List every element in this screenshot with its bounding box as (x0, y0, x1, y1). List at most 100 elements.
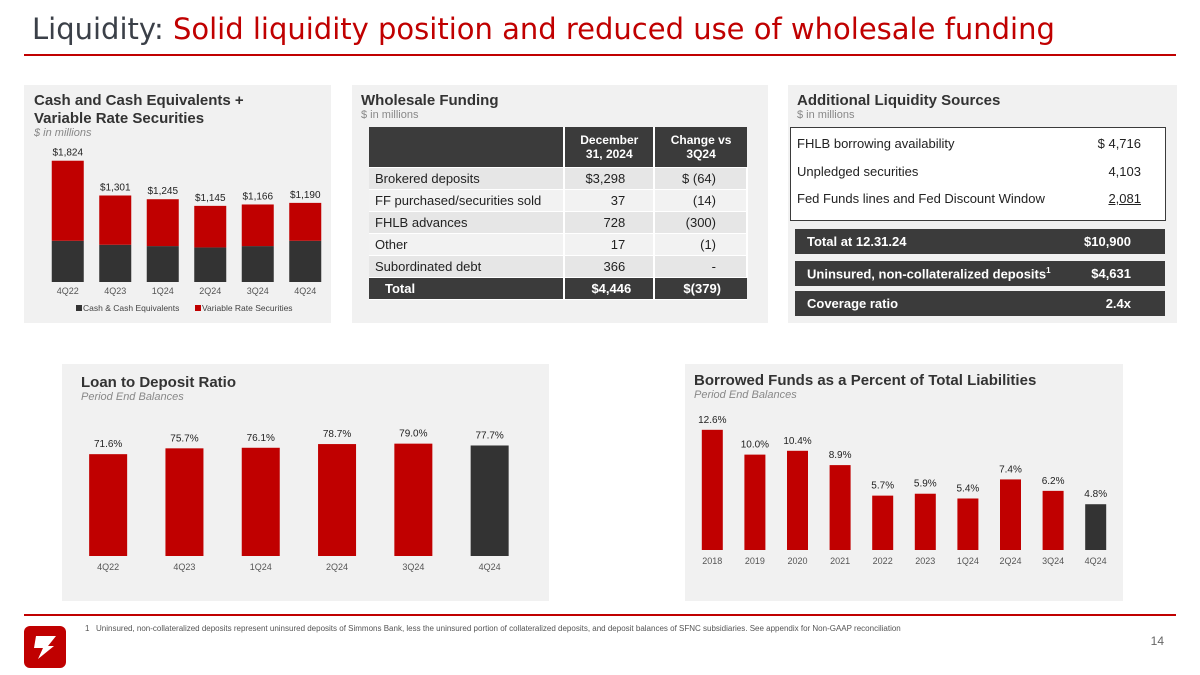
borrowed-subtitle: Period End Balances (694, 389, 797, 401)
borrowed-chart: 12.6% 2018 10.0% 2019 10.4% 2020 8.9% 2021 5.7% 2… (698, 415, 1107, 566)
bar-segment (99, 195, 132, 245)
data-label: 77.7% (475, 430, 503, 441)
bar (914, 493, 936, 550)
coverage-bar: Coverage ratio 2.4x (795, 291, 1165, 316)
list-item: FHLB borrowing availability $ 4,716 (797, 136, 1141, 151)
legend-swatch (76, 305, 82, 311)
tick-label: 2023 (915, 556, 935, 566)
bar (829, 465, 851, 550)
tick-label: 2020 (787, 556, 807, 566)
uninsured-value: $4,631 (1091, 266, 1131, 281)
total-liquidity-value: $10,900 (1084, 234, 1131, 249)
ltd-panel: Loan to Deposit Ratio Period End Balance… (62, 364, 549, 601)
footnote-number: 1 (85, 624, 90, 633)
total-label: Total (369, 277, 566, 300)
cash-chart: $1,824 4Q22 $1,301 4Q23 $1,245 1Q24 $1,145 2Q24… (51, 148, 322, 313)
bar-segment (51, 160, 84, 241)
row-value: 366 (564, 255, 656, 278)
table-row: Other 17 (1) (369, 233, 748, 256)
data-label: 8.9% (829, 450, 852, 461)
liquidity-sources-box: FHLB borrowing availability $ 4,716 Unple… (790, 127, 1166, 221)
row-value: 728 (564, 211, 656, 234)
bar (394, 443, 433, 556)
footer-rule (24, 614, 1176, 616)
total-liquidity-label: Total at 12.31.24 (807, 234, 907, 249)
row-value: $3,298 (564, 167, 656, 190)
tick-label: 2Q24 (999, 556, 1021, 566)
tick-label: 2018 (702, 556, 722, 566)
bar-segment (289, 202, 322, 241)
row-change: (1) (654, 233, 748, 256)
bar-segment (289, 240, 322, 282)
data-label: $1,145 (195, 193, 226, 204)
bar (787, 450, 808, 550)
borrowed-panel: Borrowed Funds as a Percent of Total Lia… (685, 364, 1123, 601)
data-label: 10.4% (783, 436, 811, 447)
cash-title-line1: Cash and Cash Equivalents + (34, 92, 244, 109)
tick-label: 1Q24 (957, 556, 979, 566)
additional-subtitle: $ in millions (797, 109, 855, 121)
tick-label: 2021 (830, 556, 850, 566)
row-label: Other (369, 233, 566, 256)
bar-segment (194, 205, 227, 248)
bar (241, 447, 280, 556)
row-label: FHLB advances (369, 211, 566, 234)
simmons-logo-icon (24, 626, 66, 668)
bar-segment (51, 240, 84, 282)
uninsured-label: Uninsured, non-collateralized deposits (807, 266, 1047, 282)
data-label: 5.7% (871, 481, 894, 492)
row-value: 37 (564, 189, 656, 212)
data-label: 78.7% (323, 429, 351, 440)
title-rule (24, 54, 1176, 56)
data-label: $1,166 (242, 191, 273, 202)
title-accent: Solid liquidity position and reduced use… (172, 12, 1055, 46)
wholesale-header-blank (369, 127, 566, 168)
tick-label: 2019 (745, 556, 765, 566)
tick-label: 4Q23 (173, 562, 195, 572)
data-label: 4.8% (1084, 489, 1107, 500)
bar-segment (194, 247, 227, 282)
bar (744, 454, 766, 550)
data-label: $1,301 (100, 182, 131, 193)
source-label: Unpledged securities (797, 164, 919, 179)
data-label: 12.6% (698, 415, 726, 426)
bar-segment (241, 204, 274, 247)
data-label: $1,824 (52, 148, 83, 159)
tick-label: 3Q24 (247, 286, 269, 296)
page-number: 14 (1150, 634, 1164, 648)
bar-segment (241, 246, 274, 282)
tick-label: 3Q24 (402, 562, 424, 572)
additional-title: Additional Liquidity Sources (797, 92, 1001, 109)
coverage-label: Coverage ratio (807, 296, 899, 311)
bar (1000, 479, 1021, 550)
data-label: 75.7% (170, 433, 198, 444)
list-item: Unpledged securities 4,103 (797, 164, 1141, 179)
data-label: 71.6% (94, 439, 122, 450)
ltd-chart: 71.6% 4Q22 75.7% 4Q23 76.1% 1Q24 78.7% 2Q24 79.0… (89, 429, 509, 572)
bar (1042, 490, 1064, 550)
table-row: FF purchased/securities sold 37 (14) (369, 189, 748, 212)
bar (470, 445, 509, 556)
source-value: $ 4,716 (1097, 136, 1141, 151)
source-value: 2,081 (1108, 191, 1141, 206)
title-lead: Liquidity: (32, 12, 173, 46)
tick-label: 2Q24 (199, 286, 221, 296)
ltd-title: Loan to Deposit Ratio (81, 374, 236, 391)
total-value: $4,446 (564, 277, 656, 300)
legend-label: Cash & Cash Equivalents (83, 303, 179, 313)
source-value: 4,103 (1108, 164, 1141, 179)
total-change: $(379) (654, 277, 747, 300)
coverage-value: 2.4x (1105, 296, 1131, 311)
wholesale-table: December 31, 2024 Change vs 3Q24 Brokere… (369, 127, 748, 300)
bar (701, 429, 723, 550)
tick-label: 1Q24 (250, 562, 272, 572)
source-label: Fed Funds lines and Fed Discount Window (797, 191, 1045, 206)
data-label: 79.0% (399, 429, 427, 440)
row-label: Brokered deposits (369, 167, 566, 190)
data-label: 10.0% (741, 440, 769, 451)
row-change: (14) (654, 189, 748, 212)
table-row: Brokered deposits $3,298 $ (64) (369, 167, 748, 190)
tick-label: 4Q22 (97, 562, 119, 572)
bar (89, 454, 128, 556)
uninsured-bar: Uninsured, non-collateralized deposits1 $… (795, 261, 1165, 286)
